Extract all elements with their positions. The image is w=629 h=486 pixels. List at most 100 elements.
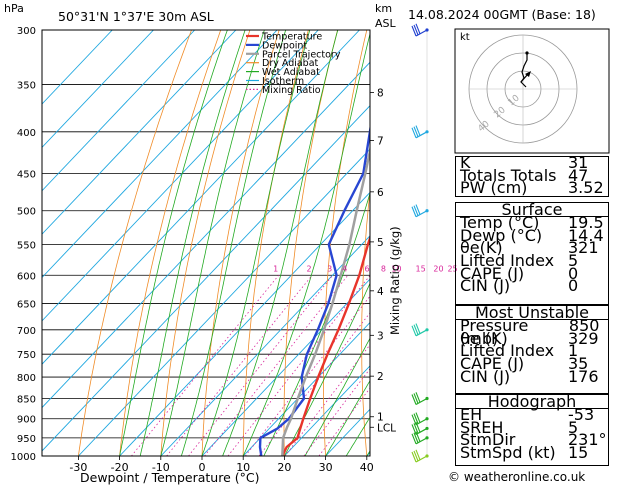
- wind-barb-400: [411, 125, 429, 139]
- hodograph: kt 10 20 40: [454, 28, 610, 154]
- dry-adiabat: [242, 30, 309, 456]
- row-label: StmDir: [460, 430, 516, 450]
- barb-staff: [415, 437, 428, 445]
- legend-label: Temperature: [261, 32, 322, 43]
- row-value: 5: [568, 417, 579, 437]
- legend-label: Mixing Ratio: [262, 85, 321, 96]
- x-tick-label: 0: [199, 461, 206, 474]
- table-row: Dewp (°C) 14.4: [456, 225, 608, 245]
- row-value: 19.5: [568, 213, 604, 232]
- table-row: Pressure (mb) 850: [456, 316, 608, 346]
- row-label: SREH: [460, 417, 504, 437]
- km-tick-label: 1: [377, 412, 384, 424]
- row-label: CIN (J): [460, 276, 511, 296]
- pressure-tick-label: 350: [17, 81, 36, 92]
- row-label: Dewp (°C): [460, 225, 543, 245]
- km-tick-label: 7: [377, 136, 384, 148]
- forecast-date: 14.08.2024 00GMT (Base: 18): [408, 7, 596, 22]
- table-row: StmDir 231°: [456, 430, 608, 450]
- x-tick-label: -10: [152, 461, 170, 474]
- barb-staff: [415, 455, 428, 463]
- dry-adiabat: [201, 30, 280, 456]
- mixing-ratio-label: 4: [342, 264, 347, 273]
- dry-adiabat: [435, 30, 455, 456]
- mixing-ratio-label: 1: [273, 264, 278, 273]
- dry-adiabat: [119, 30, 222, 456]
- mixing-ratio-line: [131, 275, 280, 456]
- row-label: θe (K): [460, 328, 508, 348]
- barb-flag: [413, 413, 419, 424]
- dry-adiabat: [323, 30, 368, 456]
- legend-label: Dry Adiabat: [262, 58, 319, 69]
- barb-flag: [415, 449, 421, 461]
- isotherm-line: [242, 321, 370, 456]
- dry-adiabat: [361, 187, 370, 456]
- row-label: Temp (°C): [460, 213, 540, 232]
- barb-flag: [413, 450, 419, 462]
- barb-flag: [411, 451, 417, 463]
- wind-barb-900: [411, 412, 429, 426]
- km-unit: km: [375, 2, 392, 15]
- barb-flag: [413, 393, 419, 404]
- table-row: CAPE (J) 0: [456, 263, 608, 283]
- pressure-tick-label: 500: [17, 207, 36, 218]
- barb-flag: [415, 323, 421, 334]
- row-value: 1: [568, 341, 579, 361]
- barb-dot: [425, 130, 429, 134]
- barb-flag: [411, 127, 417, 138]
- mixing-ratio-line: [227, 275, 370, 456]
- barb-dot: [425, 417, 429, 421]
- barb-flag: [415, 412, 421, 423]
- isotherm-line: [78, 148, 370, 456]
- pressure-tick-label: 1000: [11, 452, 36, 463]
- pressure-tick-label: 400: [17, 128, 36, 139]
- wet-adiabat: [242, 32, 370, 456]
- row-label: CIN (J): [460, 366, 511, 386]
- wind-barb-850: [411, 392, 429, 406]
- pressure-tick-label: 650: [17, 300, 36, 311]
- table-row: EH -53: [456, 405, 608, 424]
- isotherm-line: [119, 191, 370, 456]
- isotherm-line: [42, 105, 370, 452]
- barb-flag: [413, 24, 419, 36]
- km-tick-label: LCL: [377, 422, 396, 434]
- row-label: θe(K): [460, 238, 503, 258]
- table-row: SREH 5: [456, 417, 608, 437]
- background-lines: [42, 30, 455, 456]
- table-row: Lifted Index 1: [456, 341, 608, 361]
- table-row: θe (K) 329: [456, 328, 608, 348]
- row-label: PW (cm): [460, 178, 528, 198]
- isotherm-line: [42, 61, 370, 409]
- pressure-tick-label: 750: [17, 350, 36, 361]
- dry-adiabat: [283, 30, 338, 456]
- x-tick-label: 10: [236, 461, 250, 474]
- barb-flag: [411, 424, 417, 435]
- x-tick-label: -30: [69, 461, 87, 474]
- row-value: 176: [568, 366, 599, 386]
- row-value: 850: [568, 316, 600, 335]
- isotherm-line: [42, 30, 319, 322]
- mixing-ratio-line: [244, 295, 370, 456]
- wind-barb-950: [411, 431, 429, 445]
- x-axis-label: Dewpoint / Temperature (°C): [80, 470, 259, 485]
- table-row: Lifted Index 5: [456, 253, 608, 269]
- row-label: CAPE (J): [460, 263, 525, 283]
- barb-staff: [415, 29, 428, 37]
- barb-staff: [415, 131, 428, 139]
- station-label: 50°31'N 1°37'E 30m ASL: [58, 9, 214, 24]
- barb-flag: [413, 126, 419, 137]
- row-value: 321: [568, 238, 599, 258]
- km-tick-label: 6: [377, 187, 384, 199]
- barb-dot: [425, 28, 429, 32]
- barb-dot: [425, 209, 429, 213]
- isotherm-line: [42, 30, 154, 149]
- table-row: Temp (°C) 19.5: [456, 213, 608, 232]
- wind-barb-300: [411, 23, 429, 37]
- pressure-tick-label: 600: [17, 271, 36, 282]
- row-label: EH: [460, 405, 483, 424]
- pressure-tick-label: 950: [17, 434, 36, 445]
- legend-label: Dewpoint: [262, 40, 307, 51]
- pressure-tick-label: 450: [17, 169, 36, 180]
